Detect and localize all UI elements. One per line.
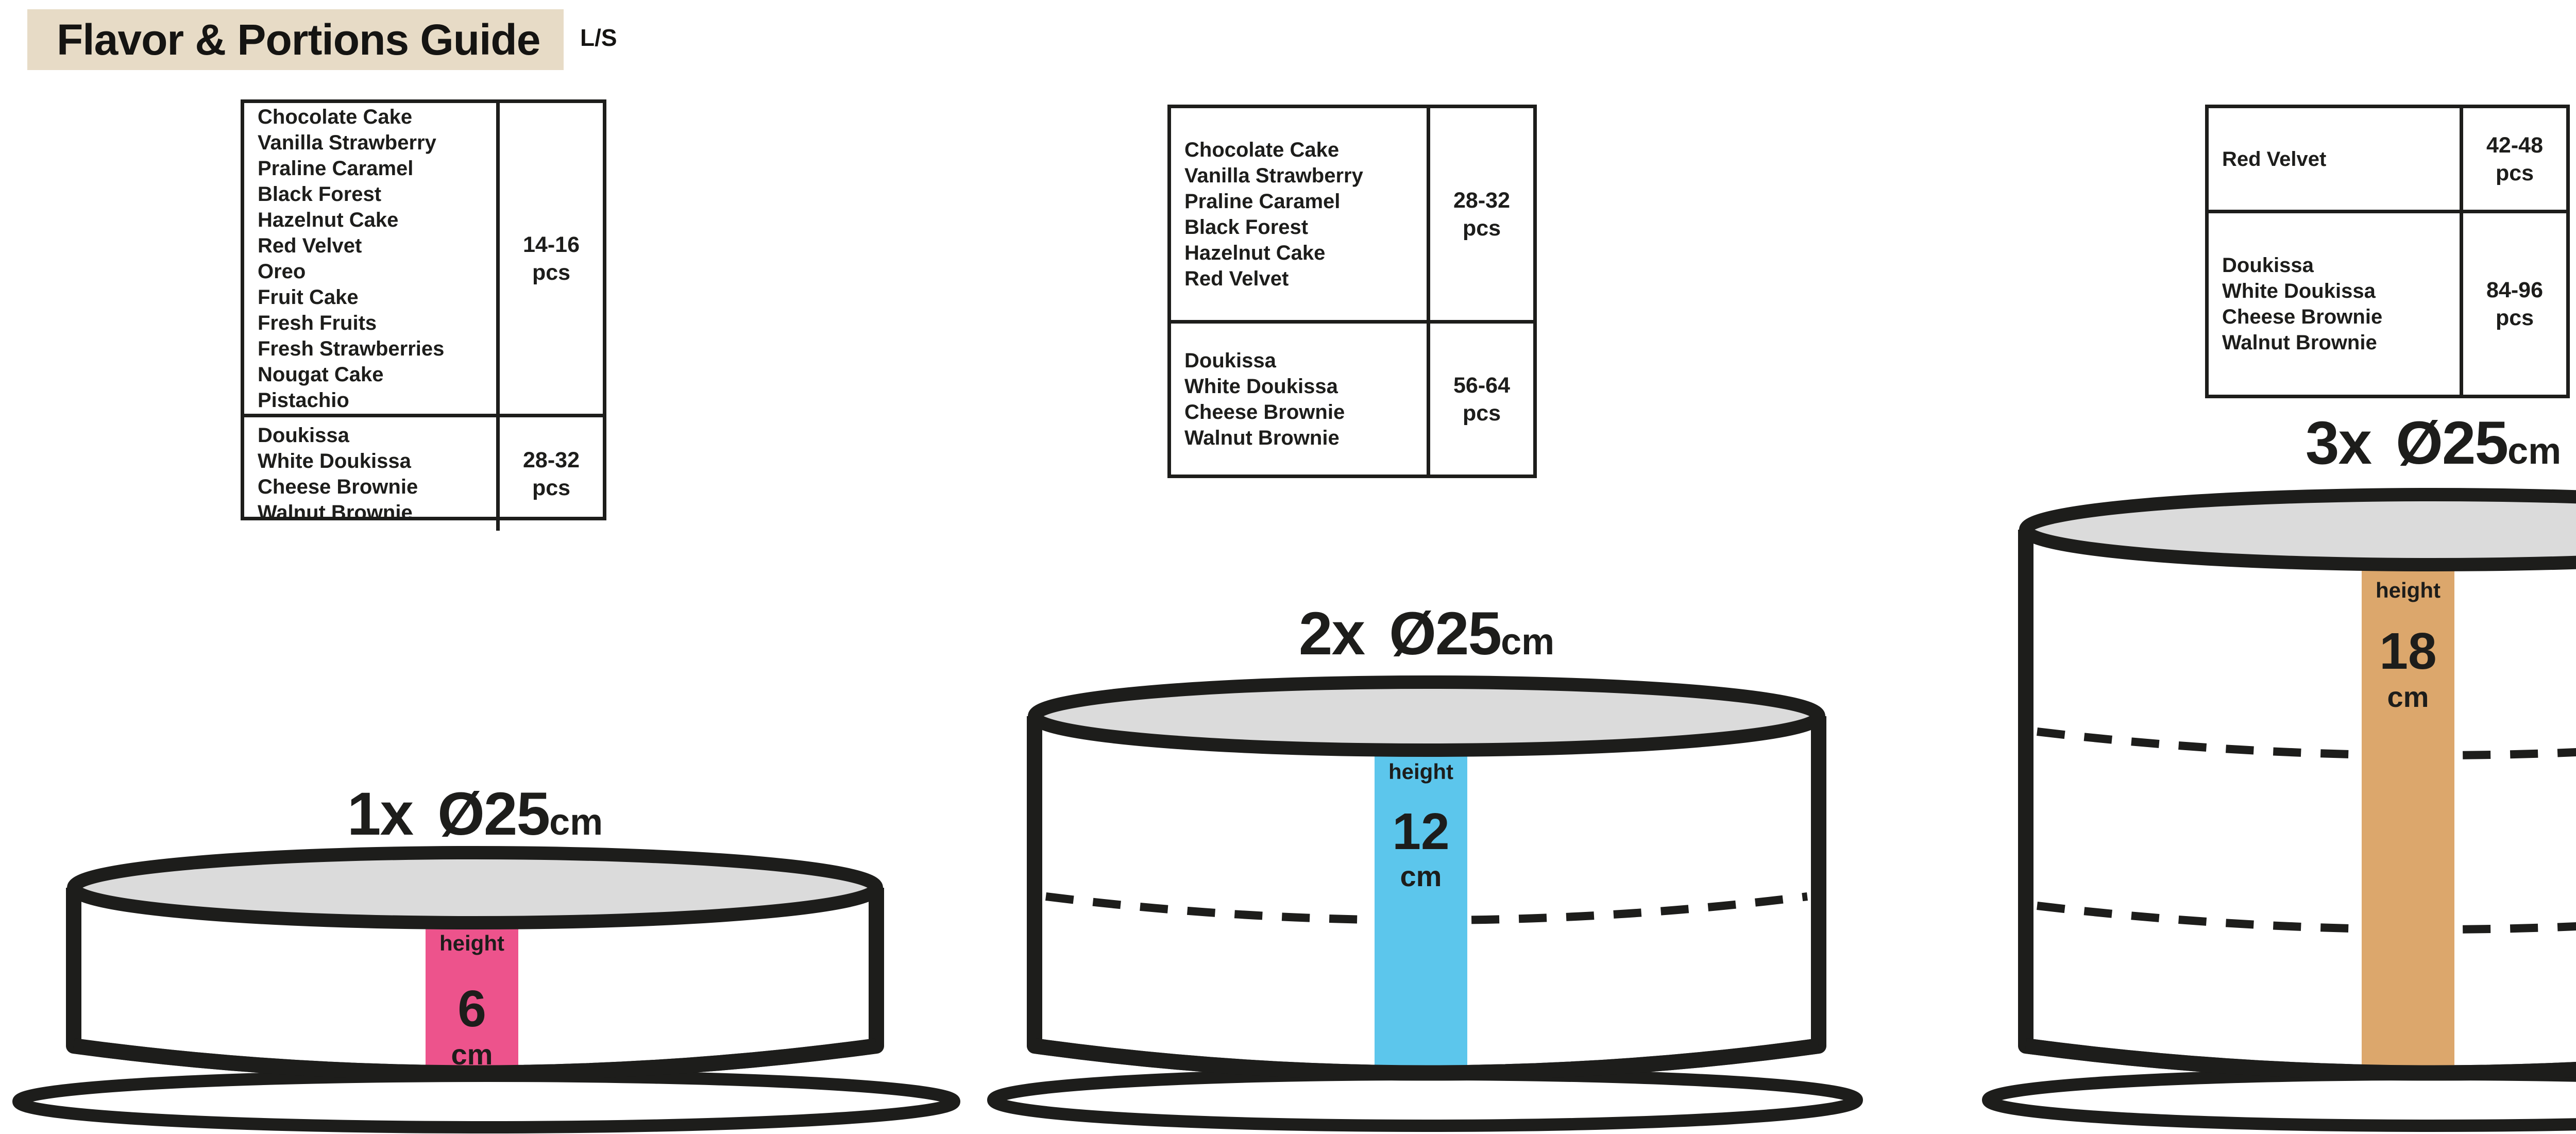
pieces-cell: 28-32 pcs — [1427, 108, 1533, 320]
table-row: Doukissa White Doukissa Cheese Brownie W… — [244, 414, 603, 531]
pieces-cell: 14-16 pcs — [496, 103, 603, 414]
height-caption: height — [2376, 578, 2441, 602]
cake-bottom-edge — [72, 1038, 878, 1081]
table-row: Doukissa White Doukissa Cheese Brownie W… — [2209, 210, 2566, 395]
pieces-cell: 84-96 pcs — [2460, 213, 2566, 395]
cake-count: 1x — [347, 780, 414, 848]
page-title: Flavor & Portions Guide — [27, 9, 564, 70]
pieces-unit: pcs — [1462, 400, 1501, 426]
cake-1: height 6 cm — [12, 846, 960, 1133]
cake-diameter: Ø25 — [437, 780, 550, 848]
size-code-label: L/S — [580, 24, 617, 51]
height-bar — [2362, 530, 2454, 1079]
cake-diameter: Ø25 — [1389, 600, 1502, 668]
height-caption: height — [439, 931, 504, 955]
table-row: Chocolate Cake Vanilla Strawberry Pralin… — [244, 103, 603, 414]
height-unit: cm — [451, 1038, 493, 1071]
cake-count: 3x — [2305, 409, 2372, 477]
cake-body — [2018, 530, 2576, 1081]
cake-bottom-edge — [1033, 1038, 1820, 1081]
pieces-cell: 56-64 pcs — [1427, 324, 1533, 475]
table-row: Doukissa White Doukissa Cheese Brownie W… — [1171, 320, 1533, 475]
height-unit: cm — [1400, 860, 1442, 892]
pieces-value: 56-64 — [1453, 373, 1510, 398]
cake-size-title-1: 1x Ø25cm — [243, 779, 707, 849]
cake-3: height 18 cm — [1982, 488, 2576, 1132]
page-title-text: Flavor & Portions Guide — [57, 15, 540, 64]
pieces-unit: pcs — [532, 476, 571, 500]
pieces-value: 42-48 — [2486, 132, 2543, 158]
cake-top — [67, 846, 883, 929]
cake-top — [1028, 675, 1825, 757]
pieces-value: 28-32 — [1453, 188, 1510, 213]
flavor-list: Doukissa White Doukissa Cheese Brownie W… — [258, 424, 418, 524]
pieces-value: 28-32 — [523, 448, 580, 472]
cake-2: height 12 cm — [987, 675, 1863, 1132]
height-value: 12 — [1392, 803, 1449, 860]
cake-diameter: Ø25 — [2396, 409, 2509, 477]
cake-bottom-edge — [2025, 1038, 2576, 1081]
pieces-cell: 28-32 pcs — [496, 417, 603, 531]
cake-top — [2019, 488, 2576, 571]
height-value: 6 — [457, 980, 486, 1038]
cake-diameter-unit: cm — [2507, 431, 2562, 472]
portion-table-small: Chocolate Cake Vanilla Strawberry Pralin… — [241, 99, 606, 531]
pieces-unit: pcs — [1462, 215, 1501, 241]
flavor-list: Chocolate Cake Vanilla Strawberry Pralin… — [258, 105, 445, 412]
flavor-list: Doukissa White Doukissa Cheese Brownie W… — [2222, 254, 2383, 354]
cake-size-title-3: 3x Ø25cm — [2201, 408, 2576, 478]
cake-diameter-unit: cm — [1501, 621, 1555, 663]
pieces-value: 14-16 — [523, 232, 580, 257]
cake-plate — [987, 1068, 1863, 1132]
pieces-value: 84-96 — [2486, 278, 2543, 302]
portion-table-medium: Chocolate Cake Vanilla Strawberry Pralin… — [1167, 105, 1537, 478]
height-unit: cm — [2387, 681, 2429, 713]
pieces-unit: pcs — [2495, 306, 2534, 330]
table-row: Red Velvet 42-48 pcs — [2209, 108, 2566, 210]
cake-plate — [12, 1070, 960, 1133]
height-bar — [1375, 716, 1467, 1079]
flavor-list: Doukissa White Doukissa Cheese Brownie W… — [1184, 349, 1345, 449]
pieces-unit: pcs — [2495, 160, 2534, 185]
flavor-list: Chocolate Cake Vanilla Strawberry Pralin… — [1184, 138, 1363, 290]
cake-plate — [1982, 1068, 2576, 1132]
pieces-cell: 42-48 pcs — [2460, 108, 2566, 210]
flavor-list: Red Velvet — [2222, 147, 2327, 171]
height-value: 18 — [2379, 622, 2436, 680]
cake-count: 2x — [1298, 600, 1365, 668]
height-caption: height — [1388, 759, 1453, 784]
cake-size-title-2: 2x Ø25cm — [1195, 599, 1658, 669]
portion-table-large: Red Velvet 42-48 pcs Doukissa White Douk… — [2205, 105, 2570, 398]
table-row: Chocolate Cake Vanilla Strawberry Pralin… — [1171, 108, 1533, 320]
pieces-unit: pcs — [532, 260, 571, 285]
cake-diameter-unit: cm — [549, 802, 603, 843]
